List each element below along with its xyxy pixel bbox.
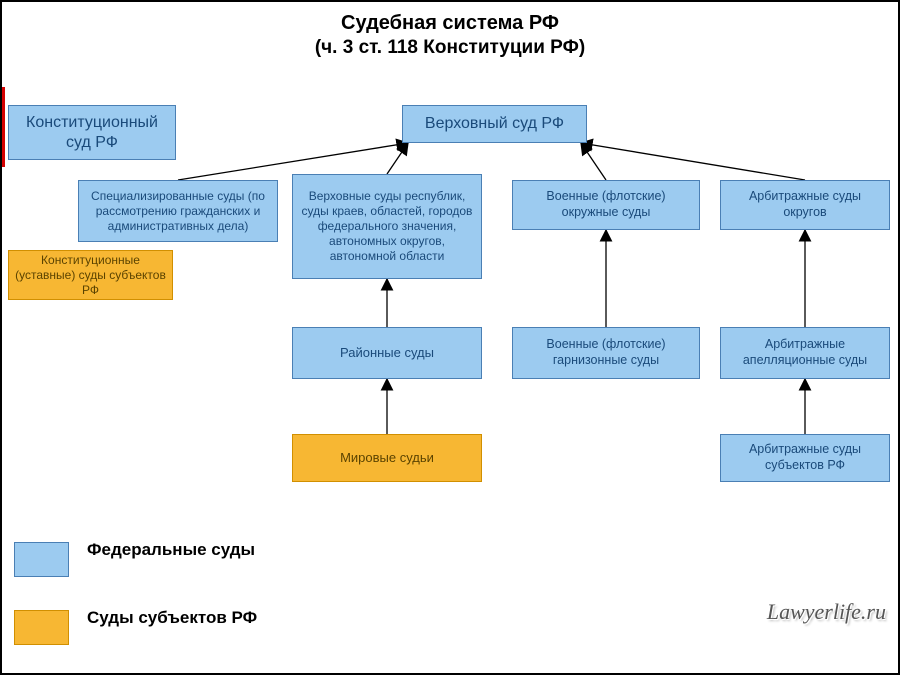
node-republics: Верховные суды республик, суды краев, об… bbox=[292, 174, 482, 279]
node-const-subj: Конституционные (уставные) суды субъекто… bbox=[8, 250, 173, 300]
node-supreme: Верховный суд РФ bbox=[402, 105, 587, 143]
node-arb-appeal: Арбитражные апелляционные суды bbox=[720, 327, 890, 379]
node-magistrate: Мировые судьи bbox=[292, 434, 482, 482]
title-line-2: (ч. 3 ст. 118 Конституции РФ) bbox=[2, 37, 898, 59]
legend-label-subject: Суды субъектов РФ bbox=[87, 608, 267, 628]
decorative-strip bbox=[2, 87, 5, 167]
node-const-court: Конституционный суд РФ bbox=[8, 105, 176, 160]
node-military-dist: Военные (флотские) окружные суды bbox=[512, 180, 700, 230]
node-district: Районные суды bbox=[292, 327, 482, 379]
node-garrison: Военные (флотские) гарнизонные суды bbox=[512, 327, 700, 379]
legend-swatch-federal bbox=[14, 542, 69, 577]
edge-military-dist-to-supreme bbox=[581, 143, 606, 180]
title-line-1: Судебная система РФ bbox=[2, 12, 898, 35]
edge-republics-to-supreme bbox=[387, 143, 408, 174]
legend-label-federal: Федеральные суды bbox=[87, 540, 267, 560]
node-specialized: Специализированные суды (по рассмотрению… bbox=[78, 180, 278, 242]
watermark: Lawyerlife.ru bbox=[767, 599, 886, 625]
legend-swatch-subject bbox=[14, 610, 69, 645]
node-arb-subj: Арбитражные суды субъектов РФ bbox=[720, 434, 890, 482]
diagram-title: Судебная система РФ (ч. 3 ст. 118 Консти… bbox=[2, 12, 898, 59]
node-arbitration-d: Арбитражные суды округов bbox=[720, 180, 890, 230]
edge-arbitration-d-to-supreme bbox=[581, 143, 805, 180]
